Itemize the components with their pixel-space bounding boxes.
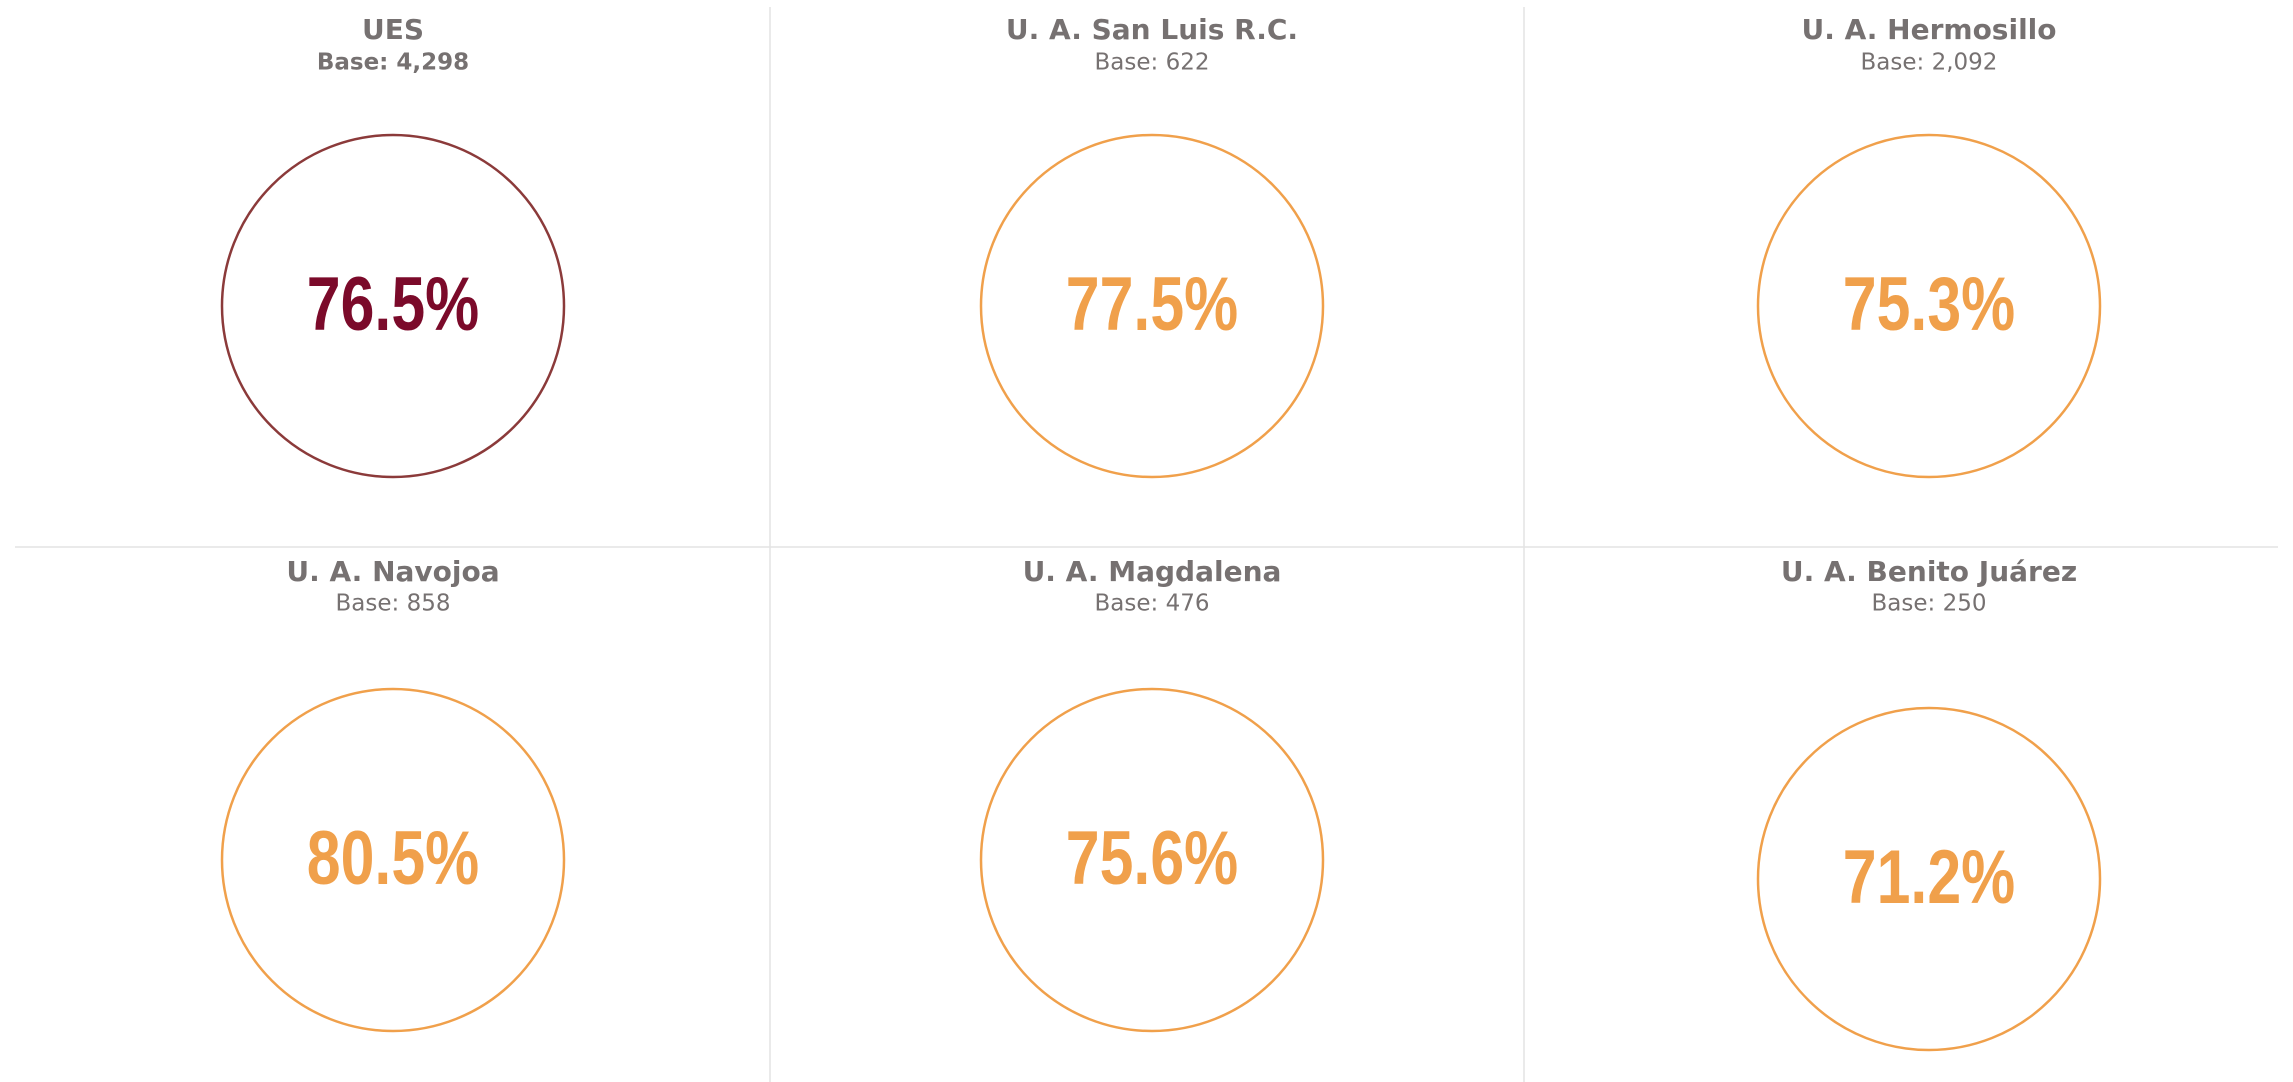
kpi-ring	[220, 133, 566, 479]
kpi-value: 80.5%	[307, 816, 479, 901]
panel-base: Base: 476	[1095, 591, 1210, 617]
panel-title: U. A. Magdalena	[1023, 555, 1282, 588]
kpi-ring	[979, 687, 1325, 1033]
panel-base: Base: 622	[1095, 50, 1210, 76]
kpi-value: 75.6%	[1066, 816, 1238, 901]
kpi-ring	[1756, 706, 2102, 1052]
panel-title: UES	[362, 13, 424, 46]
panel-base: Base: 2,092	[1861, 50, 1998, 76]
kpi-value: 76.5%	[307, 262, 479, 347]
panel-title: U. A. Benito Juárez	[1781, 555, 2077, 588]
panel-title: U. A. Hermosillo	[1801, 13, 2056, 46]
kpi-ring	[979, 133, 1325, 479]
panel-title: U. A. San Luis R.C.	[1006, 13, 1298, 46]
kpi-value: 75.3%	[1843, 262, 2015, 347]
kpi-ring	[220, 687, 566, 1033]
kpi-ring	[1756, 133, 2102, 479]
panel-title: U. A. Navojoa	[286, 555, 499, 588]
panel-base: Base: 250	[1872, 591, 1987, 617]
panel-base: Base: 4,298	[317, 50, 469, 76]
kpi-value: 77.5%	[1066, 262, 1238, 347]
panel-base: Base: 858	[336, 591, 451, 617]
kpi-value: 71.2%	[1843, 835, 2015, 920]
